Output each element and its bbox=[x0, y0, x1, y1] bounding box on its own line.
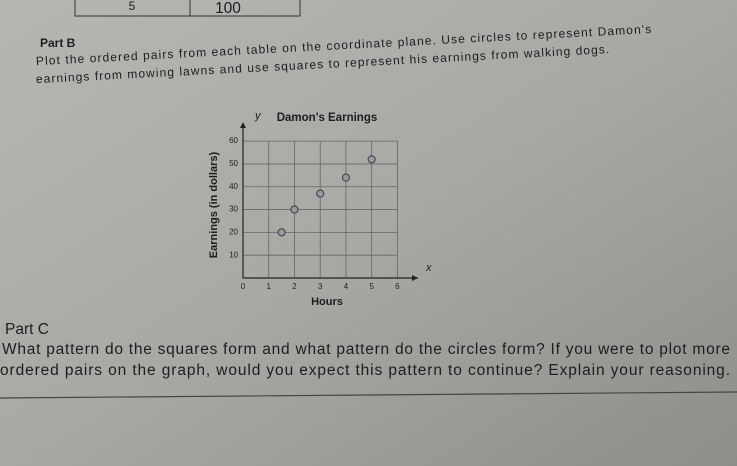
table-cell: 100 bbox=[215, 0, 241, 17]
axis-letter: x bbox=[425, 262, 432, 274]
y-tick-label: 20 bbox=[229, 227, 238, 236]
data-point bbox=[341, 173, 351, 182]
x-tick-label: 6 bbox=[395, 282, 400, 291]
y-tick-label: 50 bbox=[229, 159, 238, 168]
part-label: Part C bbox=[5, 321, 49, 338]
x-tick-label: 4 bbox=[344, 282, 349, 291]
x-tick-label: 1 bbox=[267, 282, 272, 291]
y-tick-label: 10 bbox=[229, 250, 238, 259]
x-tick-label: 0 bbox=[241, 282, 246, 291]
data-point bbox=[367, 155, 376, 164]
y-tick-label: 30 bbox=[229, 205, 238, 214]
x-tick-label: 3 bbox=[318, 282, 323, 291]
chart-title: Damon's Earnings bbox=[277, 112, 378, 124]
x-tick-label: 2 bbox=[292, 282, 297, 291]
data-point bbox=[316, 189, 325, 198]
question: ordered pairs on the graph, would you ex… bbox=[0, 362, 730, 379]
data-point bbox=[290, 205, 299, 214]
table-cell: 5 bbox=[129, 0, 136, 13]
data-point bbox=[277, 228, 286, 237]
x-tick-label: 5 bbox=[369, 282, 374, 291]
y-tick-label: 60 bbox=[229, 136, 238, 145]
y-axis-label: Earnings (in dollars) bbox=[208, 151, 220, 258]
chart: 10 20 30 40 50 60 0 1 2 3 4 5 6 x y Damon's Earnings Hou… bbox=[208, 110, 432, 308]
question: What pattern do the squares form and wha… bbox=[2, 341, 730, 358]
answer-line bbox=[0, 391, 737, 399]
table-edge bbox=[74, 0, 301, 17]
x-axis-label: Hours bbox=[311, 296, 343, 308]
part-label: Part B bbox=[40, 36, 76, 50]
y-tick-label: 40 bbox=[229, 182, 238, 191]
axes bbox=[242, 124, 418, 279]
axis-letter: y bbox=[254, 110, 262, 122]
